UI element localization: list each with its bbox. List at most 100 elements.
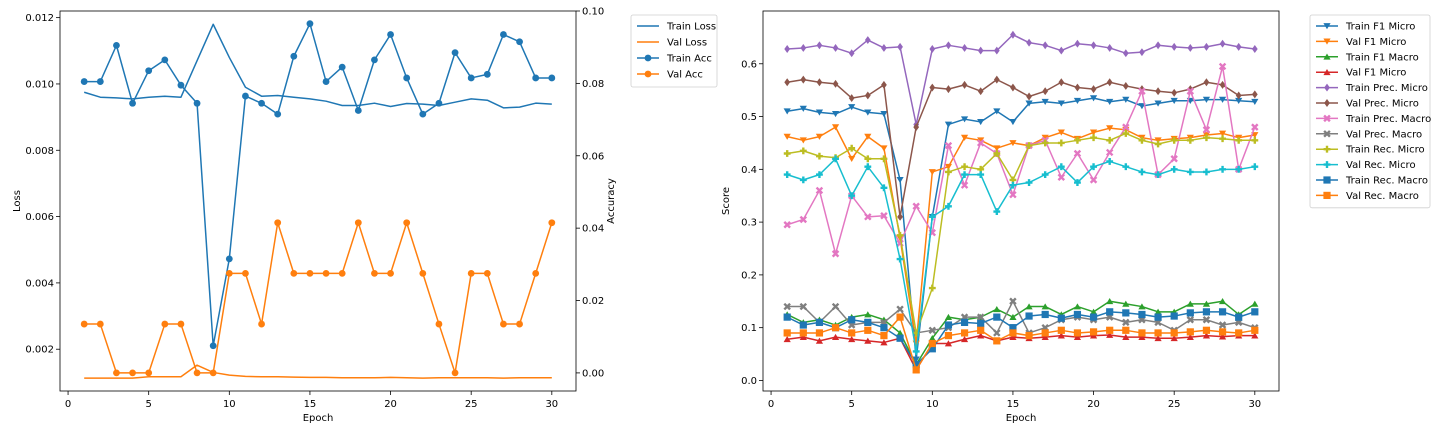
data-point — [1106, 308, 1114, 316]
x-tick-label: 15 — [304, 399, 317, 410]
data-point — [1202, 308, 1211, 316]
legend-entry: Train Loss — [666, 22, 716, 33]
data-point — [1074, 83, 1081, 92]
y2-tick-label: 0.08 — [582, 79, 604, 90]
data-point — [1203, 42, 1210, 51]
data-point — [784, 45, 791, 53]
legend-box — [630, 14, 718, 88]
data-point — [783, 329, 791, 337]
data-point — [815, 109, 824, 116]
data-point — [1251, 308, 1259, 316]
data-point — [799, 302, 808, 311]
data-point — [1041, 333, 1049, 341]
data-point — [1025, 142, 1033, 150]
data-point — [848, 144, 856, 152]
data-point — [1218, 333, 1227, 340]
data-point — [977, 171, 985, 179]
data-point — [1025, 179, 1033, 186]
data-point — [322, 78, 330, 85]
data-point — [1138, 168, 1146, 176]
data-point — [1105, 148, 1114, 157]
data-point — [832, 43, 839, 52]
data-point — [1251, 332, 1259, 339]
data-point — [435, 320, 443, 328]
data-point — [815, 133, 824, 140]
data-point — [1073, 149, 1082, 158]
data-point — [993, 46, 1000, 55]
series-val-loss — [84, 364, 552, 379]
data-point — [896, 177, 904, 184]
y-tick-label: 0.4 — [741, 165, 757, 176]
data-point — [993, 329, 1001, 337]
data-point — [881, 43, 887, 52]
legend-marker — [1323, 68, 1331, 76]
legend-box — [1309, 14, 1431, 209]
data-point — [193, 369, 201, 377]
data-point — [371, 269, 378, 277]
legend-entry: Val Acc — [667, 70, 703, 81]
data-point — [548, 74, 556, 82]
x-tick-label: 0 — [768, 399, 774, 410]
legend-entry: Val F1 Micro — [1346, 37, 1406, 48]
data-point — [1057, 100, 1065, 107]
data-point — [864, 337, 872, 344]
data-point — [403, 74, 411, 82]
y2-tick-label: 0.00 — [582, 368, 604, 379]
data-point — [1170, 136, 1178, 144]
data-point — [1057, 326, 1065, 334]
data-point — [451, 49, 459, 57]
data-point — [928, 334, 936, 342]
data-point — [960, 116, 969, 123]
data-point — [274, 110, 282, 118]
data-point — [800, 75, 807, 84]
data-point — [783, 313, 791, 321]
data-point — [1235, 97, 1243, 104]
data-point — [784, 78, 791, 87]
data-point — [880, 212, 888, 220]
data-point — [1057, 163, 1065, 171]
data-point — [1218, 298, 1227, 305]
data-point — [1235, 329, 1243, 337]
data-point — [977, 137, 985, 144]
data-point — [1218, 321, 1227, 329]
data-point — [1138, 136, 1146, 144]
data-point — [1089, 95, 1098, 102]
data-point — [993, 208, 1001, 215]
data-point — [896, 313, 904, 321]
data-point — [483, 269, 491, 277]
data-point — [977, 118, 985, 126]
y-tick-label: 0.6 — [741, 59, 757, 70]
x-tick-label: 20 — [384, 399, 397, 410]
data-point — [1009, 181, 1017, 189]
legend-marker — [1324, 99, 1330, 107]
data-point — [1235, 42, 1242, 51]
data-point — [945, 85, 952, 94]
data-point — [993, 75, 1000, 84]
data-point — [848, 104, 856, 111]
data-point — [1025, 331, 1033, 340]
data-point — [419, 269, 427, 277]
legend-marker — [1323, 176, 1331, 184]
data-point — [864, 326, 872, 334]
data-point — [848, 329, 856, 337]
data-point — [832, 155, 839, 163]
data-point — [1251, 326, 1259, 334]
data-point — [1089, 308, 1098, 315]
data-point — [848, 94, 855, 103]
data-point — [1106, 125, 1114, 132]
data-point — [1106, 326, 1114, 334]
data-point — [1089, 313, 1098, 321]
y-tick-label: 0.3 — [741, 218, 757, 229]
data-point — [815, 337, 824, 344]
data-point — [387, 269, 394, 277]
data-point — [831, 250, 840, 258]
data-point — [435, 99, 443, 107]
data-point — [177, 81, 185, 89]
data-point — [419, 110, 427, 118]
data-point — [897, 212, 903, 221]
data-point — [1251, 300, 1259, 307]
data-point — [274, 219, 282, 227]
data-point — [783, 221, 791, 229]
data-point — [912, 361, 920, 369]
data-point — [258, 320, 265, 328]
